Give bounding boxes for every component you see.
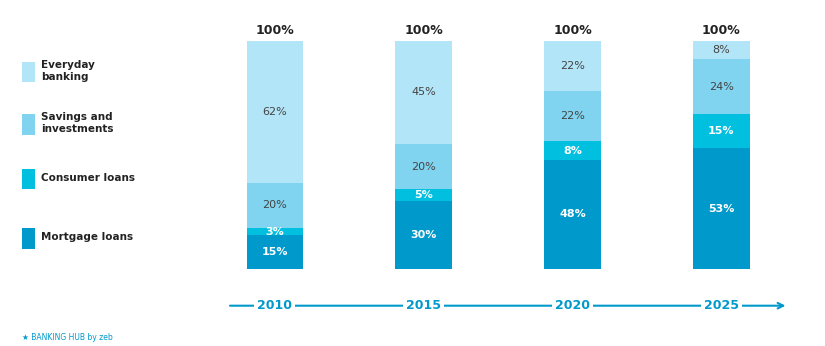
Text: 100%: 100% xyxy=(404,24,443,37)
Text: 15%: 15% xyxy=(708,126,734,136)
Text: 20%: 20% xyxy=(412,162,436,172)
Text: 2020: 2020 xyxy=(555,299,590,312)
Bar xyxy=(247,41,303,183)
Text: 100%: 100% xyxy=(256,24,295,37)
Bar xyxy=(693,114,750,148)
Text: 22%: 22% xyxy=(560,61,585,71)
FancyBboxPatch shape xyxy=(21,228,35,249)
Text: 8%: 8% xyxy=(713,45,730,55)
Bar xyxy=(544,160,601,269)
Text: 30%: 30% xyxy=(411,230,437,240)
Bar xyxy=(544,91,601,142)
Text: Consumer loans: Consumer loans xyxy=(41,173,135,183)
Text: 53%: 53% xyxy=(708,204,734,214)
Text: ★ BANKING HUB by zeb: ★ BANKING HUB by zeb xyxy=(21,333,112,342)
Bar xyxy=(395,201,452,269)
Bar xyxy=(395,189,452,201)
Bar xyxy=(395,144,452,189)
Bar xyxy=(247,228,303,235)
Text: Everyday
banking: Everyday banking xyxy=(41,60,95,82)
Bar xyxy=(247,235,303,269)
FancyBboxPatch shape xyxy=(21,62,35,82)
FancyBboxPatch shape xyxy=(21,114,35,135)
Bar xyxy=(693,148,750,269)
Text: 24%: 24% xyxy=(709,82,733,92)
Bar xyxy=(544,41,601,91)
FancyBboxPatch shape xyxy=(21,169,35,189)
Bar xyxy=(693,60,750,114)
Text: 20%: 20% xyxy=(262,200,287,210)
Text: 15%: 15% xyxy=(262,247,288,257)
Text: 62%: 62% xyxy=(262,107,287,117)
Text: 100%: 100% xyxy=(702,24,741,37)
Bar xyxy=(693,41,750,60)
Text: 2010: 2010 xyxy=(257,299,292,312)
Text: 45%: 45% xyxy=(412,88,436,98)
Text: 48%: 48% xyxy=(559,209,586,219)
Text: 8%: 8% xyxy=(563,146,582,156)
Bar xyxy=(395,41,452,144)
Text: 2015: 2015 xyxy=(406,299,441,312)
Bar xyxy=(247,183,303,228)
Text: 3%: 3% xyxy=(266,227,284,237)
Bar xyxy=(544,142,601,160)
Text: 100%: 100% xyxy=(553,24,592,37)
Text: 2025: 2025 xyxy=(704,299,739,312)
Text: 5%: 5% xyxy=(414,190,433,200)
Text: 22%: 22% xyxy=(560,111,585,121)
Text: Savings and
investments: Savings and investments xyxy=(41,112,114,134)
Text: Mortgage loans: Mortgage loans xyxy=(41,232,134,242)
